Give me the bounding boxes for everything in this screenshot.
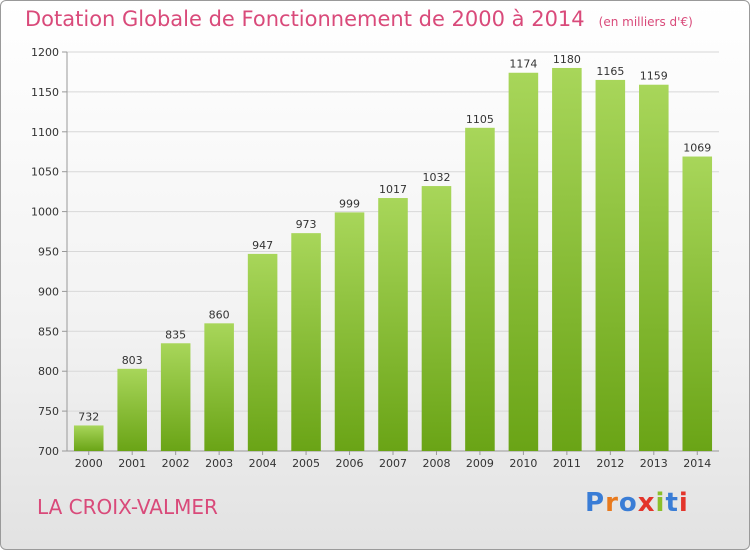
bar [421,186,452,451]
bars [73,67,713,452]
x-tick-label: 2007 [379,457,407,470]
x-tick-label: 2006 [336,457,364,470]
value-label: 1180 [553,53,581,66]
bar [378,198,408,451]
unit-label: (en milliers d'€) [598,15,693,29]
value-label: 1032 [422,171,450,184]
value-label: 860 [209,308,230,321]
title-text: Dotation Globale de Fonctionnement de 20… [25,7,585,31]
y-tick-label: 800 [38,365,59,378]
y-tick-label: 700 [38,445,59,458]
value-label: 1069 [683,142,711,155]
bar [73,425,104,451]
logo-letter: o [618,488,638,518]
value-label: 999 [339,197,360,210]
y-tick-label: 900 [38,285,59,298]
x-tick-label: 2002 [162,457,190,470]
x-tick-label: 2008 [422,457,450,470]
y-tick-label: 950 [38,246,59,259]
bar [204,323,234,451]
proxiti-logo: Proxiti [585,488,689,518]
value-label: 947 [252,239,273,252]
bar [291,233,321,451]
x-tick-label: 2009 [466,457,494,470]
x-tick-label: 2000 [75,457,103,470]
logo-letter: i [678,488,689,518]
value-label: 732 [78,410,99,423]
logo-letter: t [665,488,679,518]
x-tick-label: 2011 [553,457,581,470]
x-tick-label: 2010 [509,457,537,470]
x-tick-label: 2013 [640,457,668,470]
value-label: 1174 [509,58,537,71]
bar [639,84,669,451]
y-tick-label: 850 [38,325,59,338]
x-tick-label: 2014 [683,457,711,470]
y-tick-labels: 700 750 800 850 900 950 1000 1050 1100 1150 1200 [31,46,59,458]
x-tick-label: 2001 [118,457,146,470]
logo-letter: P [585,488,606,518]
x-tick-label: 2005 [292,457,320,470]
logo-letter: x [637,488,656,518]
x-tick-label: 2012 [596,457,624,470]
value-label: 803 [122,354,143,367]
bar [247,253,278,451]
bar [117,368,147,451]
y-tick-label: 1100 [31,126,59,139]
y-tick-label: 1150 [31,86,59,99]
value-labels: 732 803 835 860 947 973 999 1017 1032 1105 1174 118… [78,53,711,424]
value-label: 835 [165,328,186,341]
place-name: LA CROIX-VALMER [37,495,218,519]
chart-title: Dotation Globale de Fonctionnement de 20… [25,7,693,31]
bar [552,67,582,452]
y-tick-label: 1200 [31,46,59,59]
value-label: 1159 [640,70,668,83]
y-tick-label: 750 [38,405,59,418]
bar [508,72,539,452]
value-label: 973 [296,218,317,231]
logo-letter: r [605,488,619,518]
bar [465,127,495,451]
x-tick-label: 2004 [249,457,277,470]
bar [334,212,365,451]
bar [595,79,626,452]
logo-letter: i [655,488,666,518]
y-tick-label: 1050 [31,166,59,179]
value-label: 1105 [466,113,494,126]
x-tick-labels: 2000 2001 2002 2003 2004 2005 2006 2007 2008 2009… [75,457,712,470]
value-label: 1017 [379,183,407,196]
value-label: 1165 [596,65,624,78]
bar [682,156,713,451]
bar [160,343,191,451]
x-tick-label: 2003 [205,457,233,470]
y-tick-label: 1000 [31,206,59,219]
